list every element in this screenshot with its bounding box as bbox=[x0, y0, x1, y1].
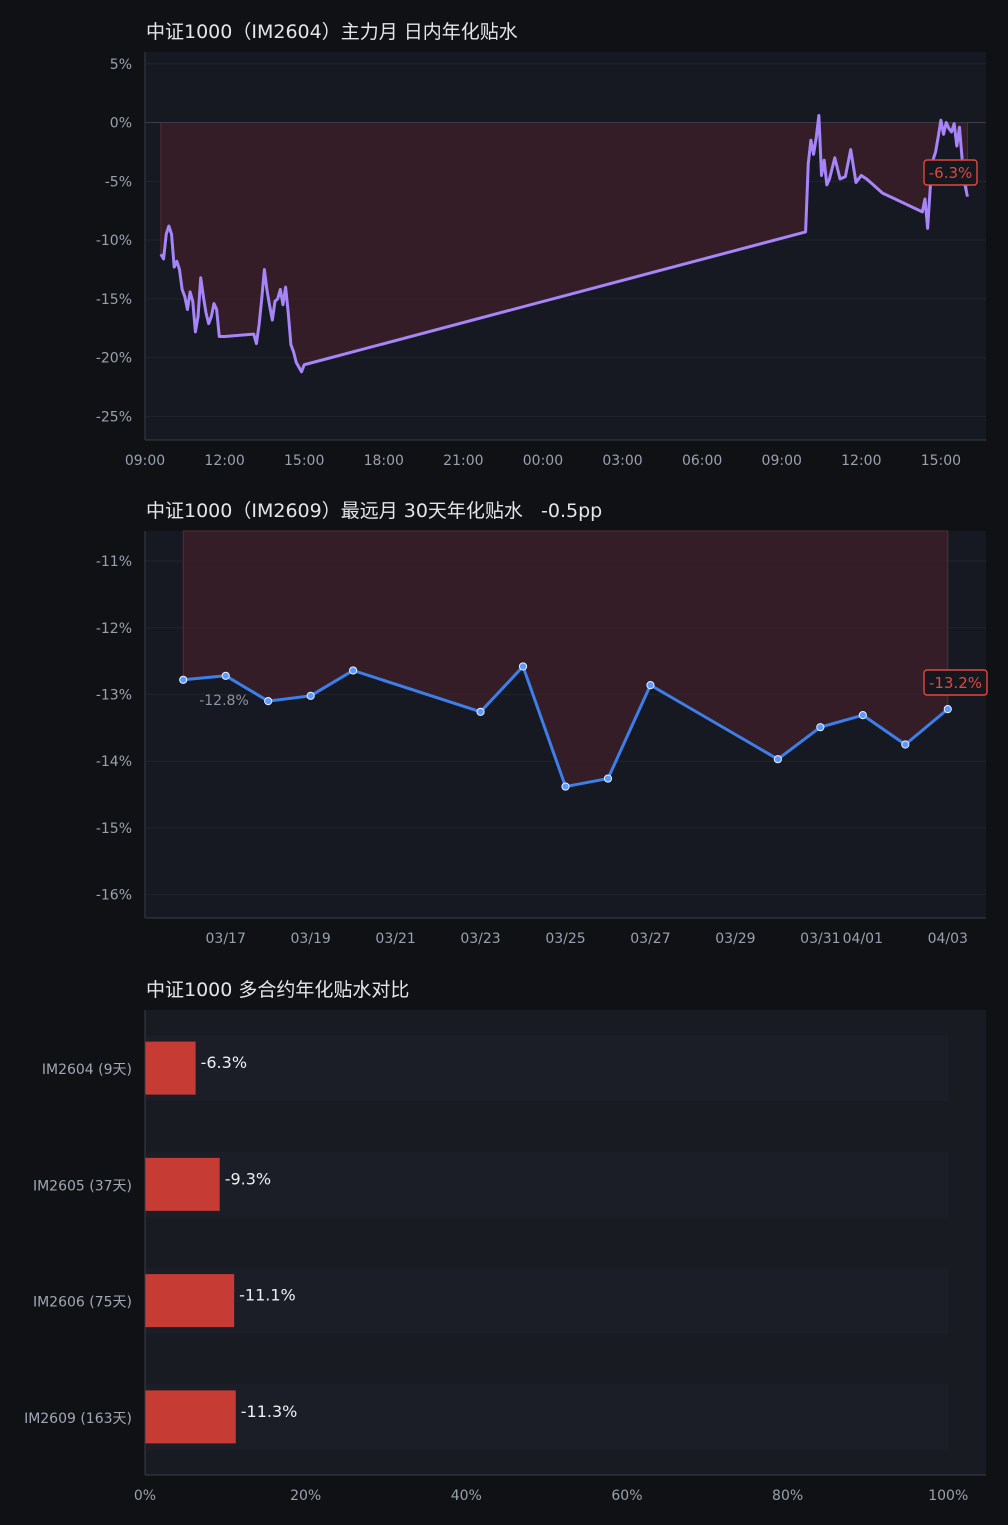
intraday-x-tick-label: 03:00 bbox=[602, 453, 642, 469]
comparison-category-label: IM2604 (9天) bbox=[42, 1062, 132, 1078]
comparison-chart-title: 中证1000 多合约年化贴水对比 bbox=[146, 979, 410, 1001]
curve-data-point bbox=[264, 697, 273, 706]
curve-x-tick-label: 03/21 bbox=[375, 931, 415, 947]
intraday-y-tick-label: -25% bbox=[96, 409, 132, 425]
comparison-bar bbox=[145, 1041, 196, 1095]
comparison-x-tick-label: 20% bbox=[290, 1488, 321, 1504]
intraday-x-tick-label: 00:00 bbox=[523, 453, 563, 469]
comparison-value-label: -9.3% bbox=[225, 1169, 271, 1188]
intraday-y-tick-label: -10% bbox=[96, 233, 132, 249]
intraday-x-tick-label: 09:00 bbox=[762, 453, 802, 469]
intraday-x-tick-label: 18:00 bbox=[364, 453, 404, 469]
intraday-y-tick-label: -20% bbox=[96, 351, 132, 367]
curve-y-tick-label: -13% bbox=[96, 687, 132, 703]
curve-data-point bbox=[349, 666, 358, 675]
comparison-bar-track bbox=[145, 1151, 949, 1218]
curve-first-value-label: -12.8% bbox=[199, 693, 249, 709]
curve-data-point bbox=[646, 681, 655, 690]
intraday-x-tick-label: 12:00 bbox=[204, 453, 244, 469]
comparison-category-label: IM2606 (75天) bbox=[33, 1295, 132, 1311]
curve-y-tick-label: -15% bbox=[96, 821, 132, 837]
intraday-x-tick-label: 06:00 bbox=[682, 453, 722, 469]
curve-y-tick-label: -16% bbox=[96, 888, 132, 904]
comparison-category-label: IM2609 (163天) bbox=[24, 1411, 132, 1427]
comparison-bar-track bbox=[145, 1383, 949, 1450]
curve-data-point bbox=[943, 705, 952, 714]
comparison-bar-track bbox=[145, 1267, 949, 1334]
comparison-x-tick-label: 0% bbox=[134, 1488, 156, 1504]
intraday-y-tick-label: -15% bbox=[96, 292, 132, 308]
curve-data-point bbox=[603, 774, 613, 783]
intraday-x-tick-label: 12:00 bbox=[841, 453, 881, 469]
curve-y-tick-label: -12% bbox=[96, 621, 132, 637]
comparison-value-label: -6.3% bbox=[201, 1053, 247, 1072]
curve-data-point bbox=[476, 707, 485, 716]
comparison-category-label: IM2605 (37天) bbox=[33, 1178, 132, 1194]
curve-x-tick-label: 03/29 bbox=[715, 931, 755, 947]
curve-data-point bbox=[858, 711, 867, 720]
intraday-chart-title: 中证1000（IM2604）主力月 日内年化贴水 bbox=[146, 21, 518, 43]
curve-last-value-badge bbox=[923, 669, 988, 696]
curve-x-tick-label: 03/31 bbox=[800, 931, 840, 947]
curve-y-tick-label: -14% bbox=[96, 754, 132, 770]
curve-x-tick-label: 03/23 bbox=[460, 931, 500, 947]
comparison-x-tick-label: 60% bbox=[611, 1488, 642, 1504]
comparison-value-label: -11.1% bbox=[239, 1286, 296, 1305]
curve-x-tick-label: 03/25 bbox=[545, 931, 585, 947]
curve-x-tick-label: 04/01 bbox=[843, 931, 883, 947]
intraday-x-tick-label: 21:00 bbox=[443, 453, 483, 469]
curve-data-point bbox=[773, 755, 782, 764]
intraday-last-value-label: -6.3% bbox=[929, 164, 973, 182]
curve-data-point bbox=[221, 671, 230, 680]
comparison-x-tick-label: 100% bbox=[928, 1488, 968, 1504]
curve-data-point bbox=[816, 723, 825, 732]
comparison-bar bbox=[145, 1390, 236, 1444]
intraday-x-tick-label: 15:00 bbox=[921, 453, 961, 469]
curve-x-tick-label: 03/19 bbox=[290, 931, 330, 947]
comparison-value-label: -11.3% bbox=[241, 1402, 298, 1421]
intraday-last-value-badge bbox=[923, 159, 978, 186]
intraday-y-tick-label: -5% bbox=[105, 174, 132, 190]
curve-data-point bbox=[518, 662, 528, 671]
comparison-bar bbox=[145, 1157, 220, 1211]
intraday-y-tick-label: 0% bbox=[110, 116, 132, 132]
comparison-x-tick-label: 40% bbox=[451, 1488, 482, 1504]
curve-data-point bbox=[179, 675, 188, 684]
curve-x-tick-label: 03/17 bbox=[206, 931, 246, 947]
curve-chart-title: 中证1000（IM2609）最远月 30天年化贴水 -0.5pp bbox=[146, 500, 603, 522]
intraday-y-tick-label: 5% bbox=[110, 57, 132, 73]
curve-x-tick-label: 04/03 bbox=[928, 931, 968, 947]
curve-data-point bbox=[306, 691, 315, 700]
intraday-x-tick-label: 09:00 bbox=[125, 453, 165, 469]
comparison-x-tick-label: 80% bbox=[772, 1488, 803, 1504]
intraday-x-tick-label: 15:00 bbox=[284, 453, 324, 469]
curve-data-point bbox=[561, 782, 570, 791]
comparison-bar bbox=[145, 1274, 235, 1328]
comparison-bar-track bbox=[145, 1035, 949, 1102]
curve-x-tick-label: 03/27 bbox=[630, 931, 670, 947]
curve-y-tick-label: -11% bbox=[96, 554, 132, 570]
curve-data-point bbox=[901, 740, 910, 749]
curve-last-value-label: -13.2% bbox=[929, 674, 982, 692]
